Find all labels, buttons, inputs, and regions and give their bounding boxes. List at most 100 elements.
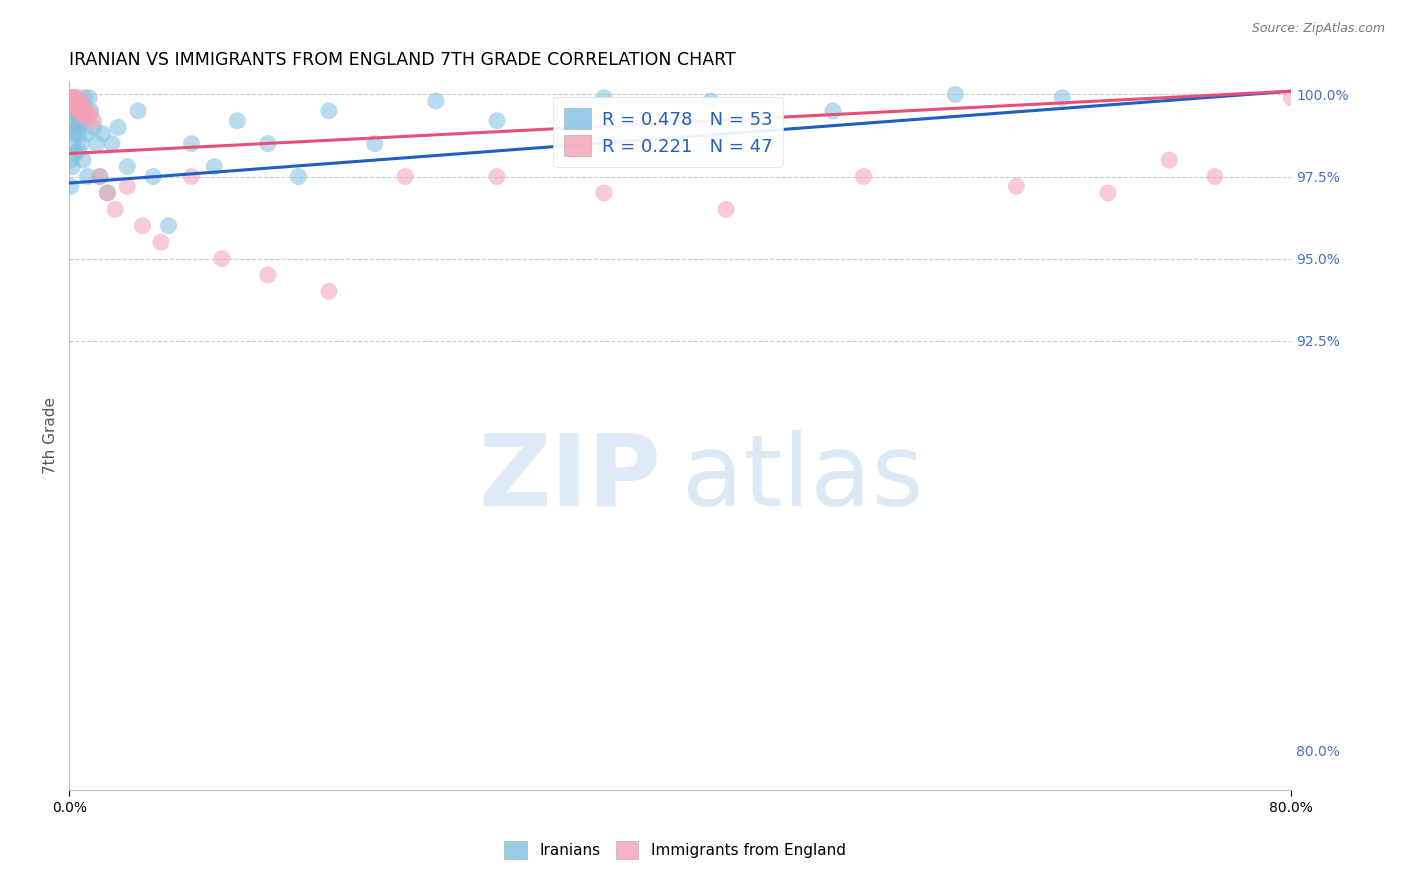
Point — [79, 107, 101, 121]
Point — [60, 136, 83, 151]
Point — [72, 153, 94, 167]
Point — [70, 101, 93, 115]
Point — [65, 113, 87, 128]
Point — [1204, 169, 1226, 184]
Point — [65, 146, 87, 161]
Point — [60, 120, 83, 135]
Point — [66, 94, 89, 108]
Point — [593, 91, 616, 105]
Point — [117, 160, 139, 174]
Point — [211, 252, 233, 266]
Point — [75, 127, 97, 141]
Point — [66, 107, 89, 121]
Point — [73, 107, 96, 121]
Legend: Iranians, Immigrants from England: Iranians, Immigrants from England — [498, 835, 852, 864]
Point — [104, 202, 127, 217]
Point — [127, 103, 149, 118]
Point — [1097, 186, 1119, 200]
Point — [70, 107, 93, 121]
Point — [485, 113, 508, 128]
Point — [142, 169, 165, 184]
Point — [66, 101, 89, 115]
Point — [89, 169, 111, 184]
Point — [69, 94, 91, 108]
Point — [256, 136, 278, 151]
Point — [1005, 179, 1028, 194]
Point — [62, 127, 84, 141]
Point — [60, 160, 83, 174]
Point — [318, 103, 340, 118]
Point — [287, 169, 309, 184]
Point — [73, 91, 96, 105]
Point — [69, 101, 91, 115]
Point — [67, 91, 90, 105]
Point — [1159, 153, 1181, 167]
Legend: R = 0.478   N = 53, R = 0.221   N = 47: R = 0.478 N = 53, R = 0.221 N = 47 — [553, 97, 783, 167]
Point — [83, 120, 105, 135]
Text: atlas: atlas — [682, 430, 924, 527]
Point — [59, 94, 82, 108]
Point — [180, 169, 202, 184]
Point — [69, 113, 91, 128]
Point — [593, 186, 616, 200]
Point — [75, 103, 97, 118]
Point — [70, 97, 93, 112]
Point — [62, 91, 84, 105]
Point — [62, 103, 84, 118]
Text: ZIP: ZIP — [479, 430, 662, 527]
Point — [943, 87, 966, 102]
Point — [70, 136, 93, 151]
Point — [485, 169, 508, 184]
Point — [67, 120, 90, 135]
Point — [62, 94, 84, 108]
Point — [59, 91, 82, 105]
Point — [76, 169, 98, 184]
Point — [89, 169, 111, 184]
Point — [62, 94, 84, 108]
Point — [67, 143, 90, 157]
Point — [67, 127, 90, 141]
Point — [96, 186, 118, 200]
Point — [72, 101, 94, 115]
Point — [107, 120, 129, 135]
Point — [62, 97, 84, 112]
Point — [364, 136, 387, 151]
Point — [425, 94, 447, 108]
Text: Source: ZipAtlas.com: Source: ZipAtlas.com — [1251, 22, 1385, 36]
Point — [202, 160, 225, 174]
Point — [86, 136, 108, 151]
Point — [256, 268, 278, 282]
Point — [226, 113, 249, 128]
Point — [69, 94, 91, 108]
Point — [821, 103, 844, 118]
Point — [101, 136, 124, 151]
Point — [714, 202, 737, 217]
Point — [65, 91, 87, 105]
Y-axis label: 7th Grade: 7th Grade — [44, 397, 58, 475]
Point — [65, 101, 87, 115]
Point — [83, 113, 105, 128]
Point — [65, 97, 87, 112]
Point — [66, 94, 89, 108]
Point — [1050, 91, 1073, 105]
Point — [67, 103, 90, 118]
Point — [59, 179, 82, 194]
Point — [1279, 91, 1302, 105]
Point — [852, 169, 875, 184]
Point — [66, 97, 89, 112]
Point — [91, 127, 114, 141]
Point — [131, 219, 153, 233]
Point — [149, 235, 172, 249]
Point — [180, 136, 202, 151]
Point — [60, 97, 83, 112]
Point — [700, 94, 723, 108]
Point — [76, 111, 98, 125]
Point — [77, 91, 100, 105]
Point — [60, 94, 83, 108]
Point — [67, 101, 90, 115]
Text: IRANIAN VS IMMIGRANTS FROM ENGLAND 7TH GRADE CORRELATION CHART: IRANIAN VS IMMIGRANTS FROM ENGLAND 7TH G… — [69, 51, 735, 69]
Point — [59, 153, 82, 167]
Point — [65, 91, 87, 105]
Point — [79, 103, 101, 118]
Point — [117, 179, 139, 194]
